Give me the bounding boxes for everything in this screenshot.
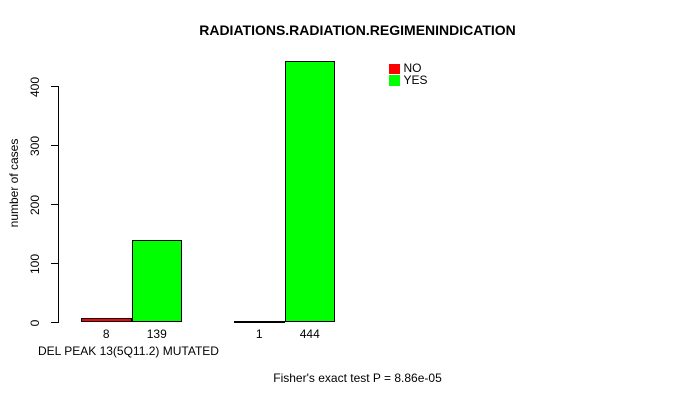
y-axis-tick-label: 0 <box>28 319 42 326</box>
bar-value-label: 8 <box>102 327 110 341</box>
legend-swatch-no <box>389 63 400 74</box>
y-axis-tick <box>51 145 58 146</box>
y-axis-tick <box>51 204 58 205</box>
bar-no-group1 <box>81 317 132 323</box>
y-axis-line <box>58 86 59 323</box>
y-axis-tick <box>51 86 58 87</box>
bar-value-label: 444 <box>299 327 320 341</box>
legend-item-no: NO <box>389 61 428 75</box>
y-axis-tick-label: 300 <box>28 135 42 156</box>
fisher-test-annotation: Fisher's exact test P = 8.86e-05 <box>273 371 442 385</box>
y-axis-tick <box>51 263 58 264</box>
y-axis-tick <box>51 322 58 323</box>
bar-yes-group1 <box>131 240 182 323</box>
x-axis-label: DEL PEAK 13(5Q11.2) MUTATED <box>38 344 219 358</box>
legend-swatch-yes <box>389 75 400 86</box>
y-axis-tick-label: 400 <box>28 76 42 97</box>
y-axis-tick-label: 200 <box>28 194 42 215</box>
bar-value-label: 139 <box>146 327 167 341</box>
y-axis-tick-label: 100 <box>28 253 42 274</box>
bar-no-group2 <box>234 320 285 323</box>
bar-yes-group2 <box>284 60 335 323</box>
legend-label-no: NO <box>403 61 422 75</box>
bar-value-label: 1 <box>255 327 263 341</box>
legend-label-yes: YES <box>403 72 428 87</box>
chart-title: RADIATIONS.RADIATION.REGIMENINDICATION <box>199 22 516 38</box>
legend-item-yes: YES <box>389 72 428 87</box>
legend: NO YES <box>389 61 428 87</box>
y-axis-title: number of cases <box>7 138 21 228</box>
